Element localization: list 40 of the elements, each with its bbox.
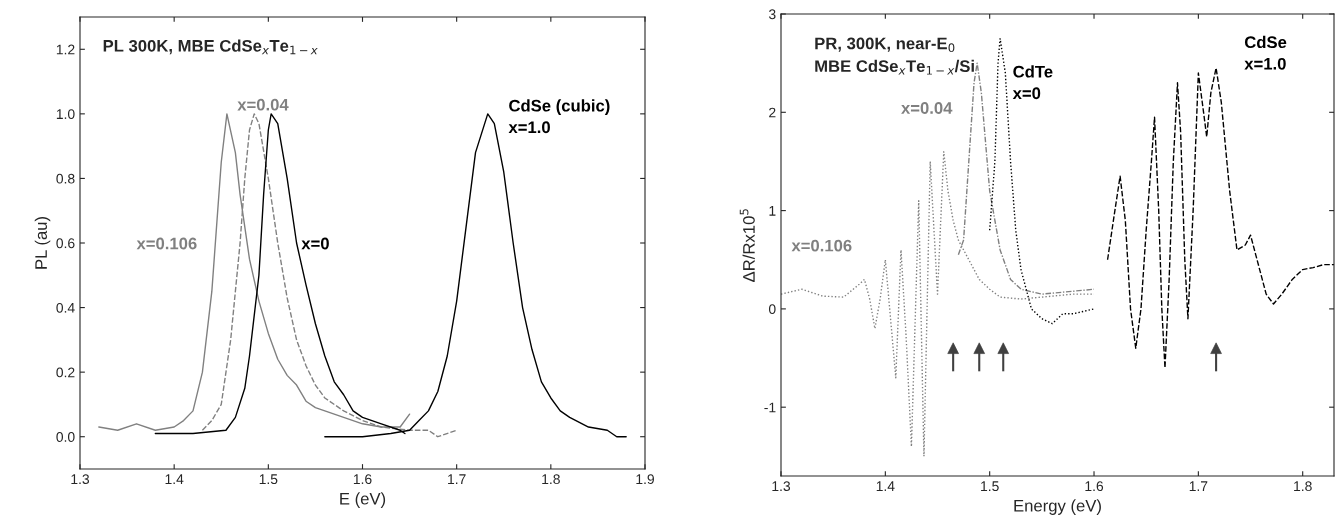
x-tick-label: 1.8 xyxy=(542,474,560,485)
series-label: x=0.106 xyxy=(136,237,197,250)
series-label: x=0 xyxy=(301,237,329,250)
series-label: x=0.106 xyxy=(791,239,852,252)
y-tick-label: 0.0 xyxy=(56,432,75,442)
y-tick-label: 0.2 xyxy=(56,367,75,378)
series-label: x=0.04 xyxy=(901,102,953,114)
x-tick-label: 1.9 xyxy=(636,474,654,485)
y-tick-label: 0.8 xyxy=(56,173,75,184)
y-axis-title: ΔR/Rx10$^{5}$ xyxy=(739,209,755,282)
chart-title: PR, 300K, near-E$_{0}$ MBE CdSe$_{x}$Te$_{1−x}$/Si xyxy=(815,37,974,75)
x-tick-label: 1.4 xyxy=(165,474,184,484)
x-tick-label: 1.5 xyxy=(259,474,278,485)
x-tick-label: 1.5 xyxy=(981,481,999,492)
x-tick-label: 1.7 xyxy=(448,474,466,484)
x-axis-title: E (eV) xyxy=(340,492,386,508)
x-tick-label: 1.6 xyxy=(1085,481,1104,492)
y-axis-title: PL (au) xyxy=(34,217,51,269)
text: PL 300K, MBE CdSe$_{x}$Te$_{1−x}$ xyxy=(103,39,318,55)
y-tick-label: 0.4 xyxy=(56,302,75,313)
line-series xyxy=(988,37,1095,325)
y-tick-label: 0 xyxy=(768,304,776,315)
y-tick-label: 1.2 xyxy=(56,44,75,55)
y-tick-label: 1 xyxy=(769,206,776,216)
y-tick-label: 1.0 xyxy=(56,109,75,120)
x-tick-label: 1.3 xyxy=(71,474,90,485)
x-tick-label: 1.6 xyxy=(353,474,372,485)
y-tick-label: 3 xyxy=(768,9,776,20)
x-tick-label: 1.8 xyxy=(1294,481,1312,492)
x-tick-label: 1.4 xyxy=(876,481,895,491)
x-axis-title: Energy (eV) xyxy=(1014,499,1101,515)
y-tick-label: 0.6 xyxy=(56,238,75,249)
series-label: CdTe x=0 xyxy=(1012,65,1053,100)
series-label: CdSe x=1.0 xyxy=(1244,35,1287,70)
series-label: x=0.04 xyxy=(237,98,289,111)
series-label: CdSe (cubic) x=1.0 xyxy=(508,99,610,134)
y-tick-label: -1 xyxy=(764,402,776,413)
x-tick-label: 1.7 xyxy=(1189,481,1208,491)
x-tick-label: 1.3 xyxy=(772,481,791,492)
y-tick-label: 2 xyxy=(769,107,776,118)
